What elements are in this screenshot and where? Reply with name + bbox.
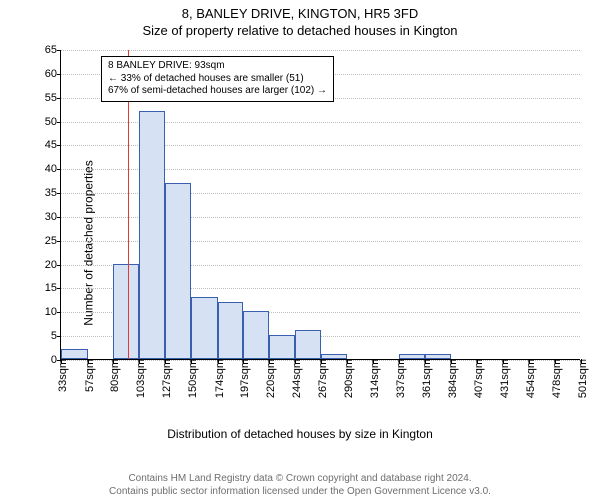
xtick-label: 33sqm [53, 359, 69, 392]
xtick-label: 127sqm [157, 359, 173, 398]
ytick-label: 25 [45, 235, 61, 247]
xtick-label: 220sqm [261, 359, 277, 398]
chart-area: Number of detached properties 0510152025… [0, 40, 600, 445]
annotation-line-2: ← 33% of detached houses are smaller (51… [108, 73, 327, 86]
xtick-label: 103sqm [131, 359, 147, 398]
xtick-label: 337sqm [391, 359, 407, 398]
xtick-label: 314sqm [365, 359, 381, 398]
histogram-bar [218, 302, 244, 359]
xtick-label: 174sqm [210, 359, 226, 398]
ytick-label: 10 [45, 306, 61, 318]
plot-area: 0510152025303540455055606533sqm57sqm80sq… [60, 50, 580, 360]
ytick-label: 65 [45, 44, 61, 56]
xtick-label: 197sqm [235, 359, 251, 398]
xtick-label: 80sqm [105, 359, 121, 392]
histogram-bar [113, 264, 139, 359]
xtick-label: 384sqm [443, 359, 459, 398]
x-axis-label: Distribution of detached houses by size … [0, 427, 600, 441]
chart-container: 8, BANLEY DRIVE, KINGTON, HR5 3FD Size o… [0, 0, 600, 500]
histogram-bar [321, 354, 347, 359]
histogram-bar [243, 311, 269, 359]
ytick-label: 60 [45, 68, 61, 80]
xtick-label: 150sqm [183, 359, 199, 398]
ytick-label: 35 [45, 187, 61, 199]
histogram-bar [425, 354, 451, 359]
xtick-label: 244sqm [287, 359, 303, 398]
xtick-label: 57sqm [80, 359, 96, 392]
ytick-label: 50 [45, 116, 61, 128]
footer: Contains HM Land Registry data © Crown c… [0, 473, 600, 498]
xtick-label: 407sqm [469, 359, 485, 398]
footer-line-2: Contains public sector information licen… [0, 486, 600, 499]
xtick-label: 361sqm [417, 359, 433, 398]
histogram-bar [61, 349, 88, 359]
xtick-label: 501sqm [573, 359, 589, 398]
footer-line-1: Contains HM Land Registry data © Crown c… [0, 473, 600, 486]
xtick-label: 290sqm [339, 359, 355, 398]
xtick-label: 478sqm [547, 359, 563, 398]
ytick-label: 55 [45, 92, 61, 104]
histogram-bar [139, 111, 166, 359]
annotation-line-1: 8 BANLEY DRIVE: 93sqm [108, 60, 327, 73]
gridline [61, 50, 580, 51]
histogram-bar [295, 330, 321, 359]
annotation-box: 8 BANLEY DRIVE: 93sqm ← 33% of detached … [101, 56, 334, 102]
ytick-label: 5 [51, 330, 61, 342]
title-main: 8, BANLEY DRIVE, KINGTON, HR5 3FD [0, 0, 600, 21]
histogram-bar [269, 335, 296, 359]
ytick-label: 45 [45, 139, 61, 151]
histogram-bar [191, 297, 218, 359]
xtick-label: 431sqm [495, 359, 511, 398]
ytick-label: 15 [45, 282, 61, 294]
histogram-bar [165, 183, 191, 359]
xtick-label: 267sqm [313, 359, 329, 398]
ytick-label: 20 [45, 259, 61, 271]
xtick-label: 454sqm [521, 359, 537, 398]
ytick-label: 30 [45, 211, 61, 223]
title-sub: Size of property relative to detached ho… [0, 21, 600, 38]
ytick-label: 40 [45, 163, 61, 175]
annotation-line-3: 67% of semi-detached houses are larger (… [108, 85, 327, 98]
histogram-bar [399, 354, 426, 359]
